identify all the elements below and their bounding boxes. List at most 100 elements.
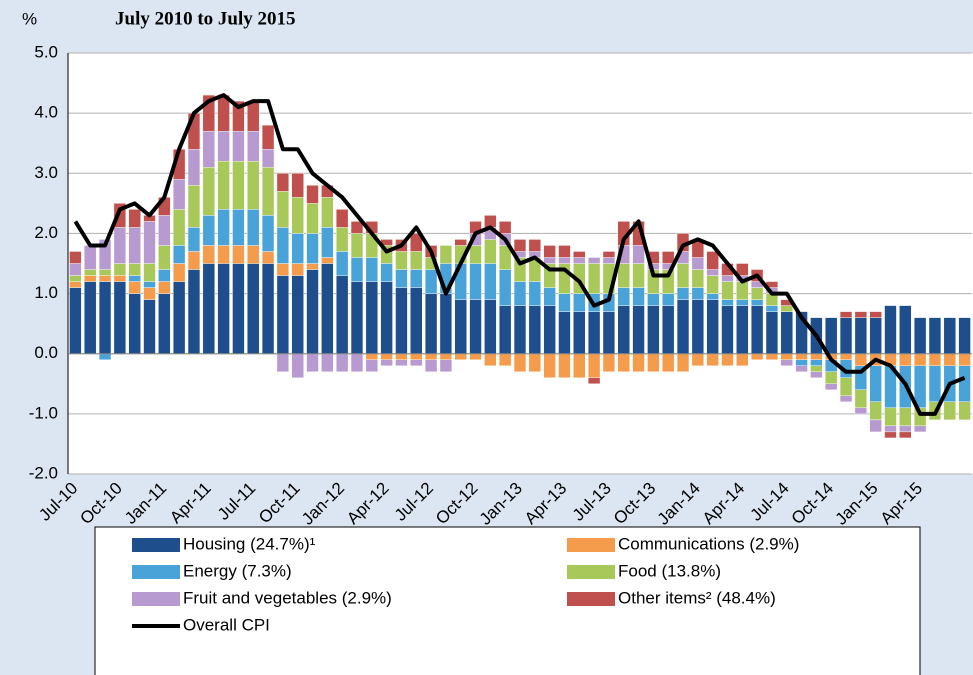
bar-segment [869, 311, 882, 318]
bar-segment [380, 263, 393, 282]
legend-label: Food (13.8%) [618, 561, 721, 580]
bar-segment [202, 263, 215, 354]
bar-segment [869, 317, 882, 354]
bar-segment [854, 389, 867, 409]
bar-segment [662, 293, 675, 306]
x-tick-label: Jan-12 [298, 479, 348, 529]
bar-segment [143, 263, 156, 282]
bar-segment [217, 161, 230, 210]
bar-segment [469, 299, 482, 354]
bar-segment [247, 263, 260, 354]
bar-segment [247, 209, 260, 246]
bar-segment [721, 353, 734, 366]
x-tick-label: Jan-13 [476, 479, 526, 529]
bar-segment [395, 269, 408, 288]
x-tick-label: Oct-13 [610, 479, 660, 529]
legend-swatch [132, 538, 180, 552]
bar-segment [854, 407, 867, 415]
bar-segment [543, 305, 556, 354]
bar-segment [454, 299, 467, 354]
bar-segment [513, 305, 527, 354]
bar-segment [98, 353, 112, 360]
legend-label: Overall CPI [183, 615, 270, 634]
bar-segment [173, 281, 186, 354]
bar-segment [484, 263, 497, 300]
bar-segment [765, 311, 779, 354]
bar-segment [839, 311, 853, 318]
bar-segment [484, 299, 497, 354]
bar-segment [113, 281, 126, 354]
bar-segment [439, 245, 453, 264]
y-tick-label: 1.0 [34, 283, 58, 302]
bar-segment [958, 317, 971, 354]
bar-segment [128, 281, 141, 294]
bar-segment [736, 353, 749, 366]
bar-segment [321, 353, 334, 372]
bar-segment [528, 305, 541, 354]
bar-segment [721, 281, 734, 300]
bar-segment [676, 263, 690, 288]
bar-segment [276, 263, 290, 276]
bar-segment [869, 401, 882, 421]
bar-segment [632, 263, 645, 288]
bar-segment [424, 293, 438, 354]
bar-segment [884, 305, 897, 354]
bar-segment [780, 359, 793, 366]
legend [94, 526, 921, 675]
x-tick-label: Apr-13 [521, 479, 571, 529]
bar-segment [810, 353, 823, 360]
bar-segment [143, 299, 156, 354]
bar-segment [187, 227, 201, 252]
bar-segment [617, 305, 630, 354]
bar-segment [336, 251, 349, 276]
legend-label: Fruit and vegetables (2.9%) [183, 588, 392, 607]
bar-segment [869, 419, 882, 433]
bar-segment [98, 269, 112, 276]
bar-segment [662, 251, 675, 264]
bar-segment [247, 100, 260, 132]
y-tick-label: 4.0 [34, 103, 58, 122]
bar-segment [217, 209, 230, 246]
bar-segment [528, 239, 541, 252]
bar-segment [98, 275, 112, 282]
bar-segment [632, 287, 645, 306]
bar-segment [602, 257, 616, 264]
bar-segment [410, 233, 423, 252]
bar-segment [528, 281, 541, 306]
bar-segment [187, 149, 201, 186]
x-tick-label: Jul-13 [569, 479, 615, 525]
bar-segment [943, 317, 956, 354]
bar-segment [232, 209, 245, 246]
bar-segment [247, 161, 260, 210]
y-tick-label: -1.0 [29, 403, 58, 422]
bar-segment [350, 281, 364, 354]
bar-segment [202, 94, 215, 132]
bar-segment [528, 353, 541, 372]
bar-segment [558, 245, 571, 258]
bar-segment [410, 353, 423, 360]
bar-segment [232, 263, 245, 354]
bar-segment [632, 353, 645, 372]
bar-segment [632, 245, 645, 264]
bar-segment [765, 305, 779, 312]
bar-segment [721, 275, 734, 282]
bar-segment [291, 233, 304, 264]
bar-segment [187, 269, 201, 354]
bar-segment [321, 227, 334, 258]
bar-segment [306, 233, 319, 264]
bar-segment [750, 353, 764, 360]
bar-segment [380, 359, 393, 366]
bar-segment [543, 287, 556, 306]
bar-segment [721, 305, 734, 354]
bar-segment [321, 257, 334, 264]
bar-segment [158, 245, 171, 270]
bar-segment [424, 359, 438, 372]
legend-swatch [567, 565, 615, 579]
bar-segment [543, 353, 556, 378]
bar-segment [380, 353, 393, 360]
bar-segment [602, 251, 616, 258]
x-tick-label: Jul-14 [747, 479, 793, 525]
bar-segment [958, 401, 971, 421]
bar-segment [247, 130, 260, 162]
